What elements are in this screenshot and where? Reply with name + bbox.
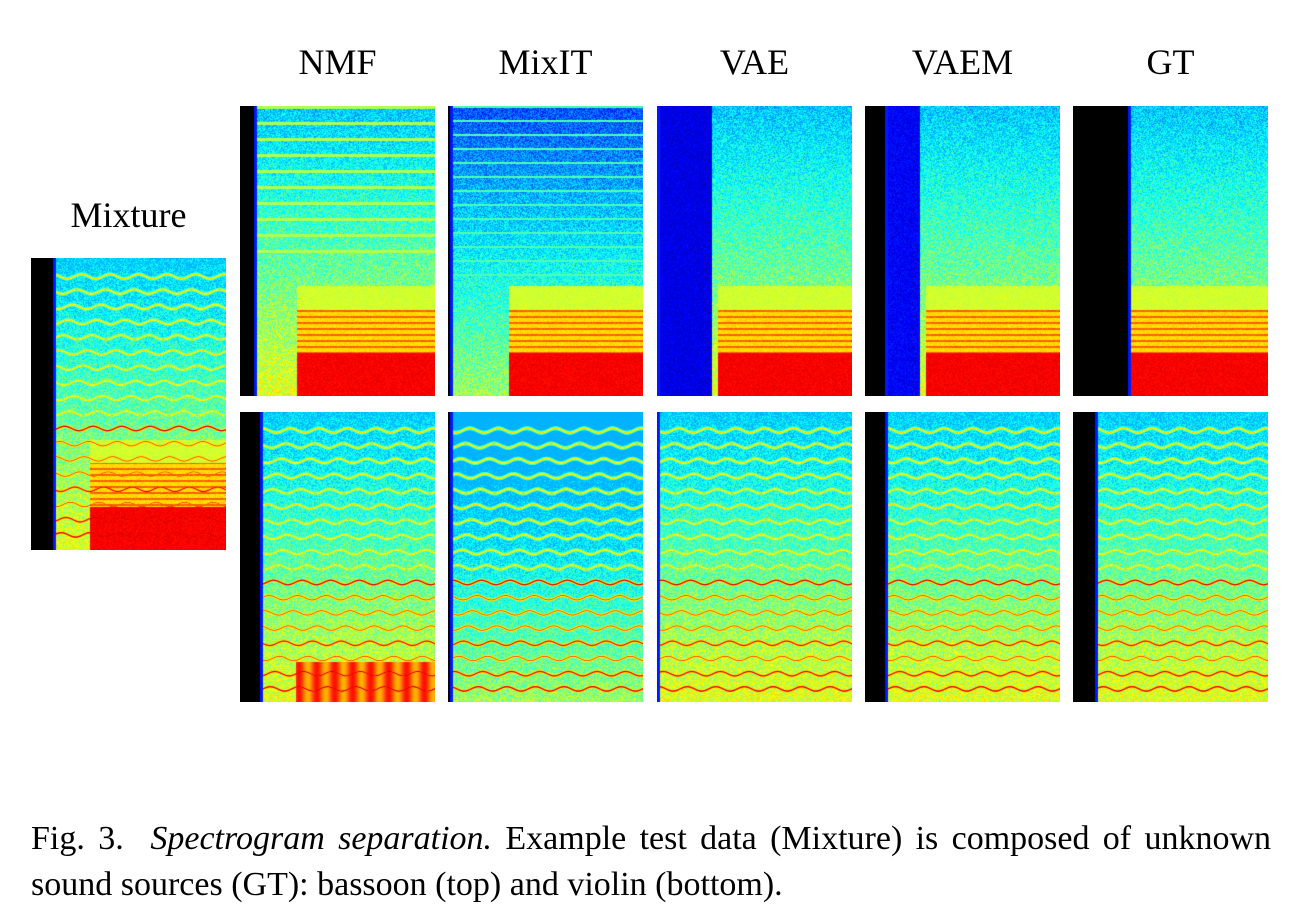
caption-title: Spectrogram separation. bbox=[150, 820, 493, 857]
vae-violin-spectrogram bbox=[657, 412, 852, 702]
mixture-spectrogram bbox=[31, 258, 226, 550]
gt-violin-spectrogram bbox=[1073, 412, 1268, 702]
col-title-nmf: NMF bbox=[298, 42, 377, 82]
caption-label: Fig. 3. bbox=[31, 820, 124, 857]
col-title-gt: GT bbox=[1146, 42, 1195, 82]
col-title-vaem: VAEM bbox=[911, 42, 1014, 82]
vaem-violin-spectrogram bbox=[865, 412, 1060, 702]
col-title-vae: VAE bbox=[719, 42, 790, 82]
figure-caption: Fig. 3. Spectrogram separation. Example … bbox=[31, 816, 1271, 908]
nmf-violin-spectrogram bbox=[240, 412, 435, 702]
nmf-bassoon-spectrogram bbox=[240, 106, 435, 396]
gt-bassoon-spectrogram bbox=[1073, 106, 1268, 396]
vae-bassoon-spectrogram bbox=[657, 106, 852, 396]
mixture-title: Mixture bbox=[70, 195, 187, 235]
mixit-bassoon-spectrogram bbox=[448, 106, 643, 396]
mixit-violin-spectrogram bbox=[448, 412, 643, 702]
vaem-bassoon-spectrogram bbox=[865, 106, 1060, 396]
col-title-mixit: MixIT bbox=[498, 42, 593, 82]
caption-text: Example test data (Mixture) is composed … bbox=[31, 820, 1272, 903]
